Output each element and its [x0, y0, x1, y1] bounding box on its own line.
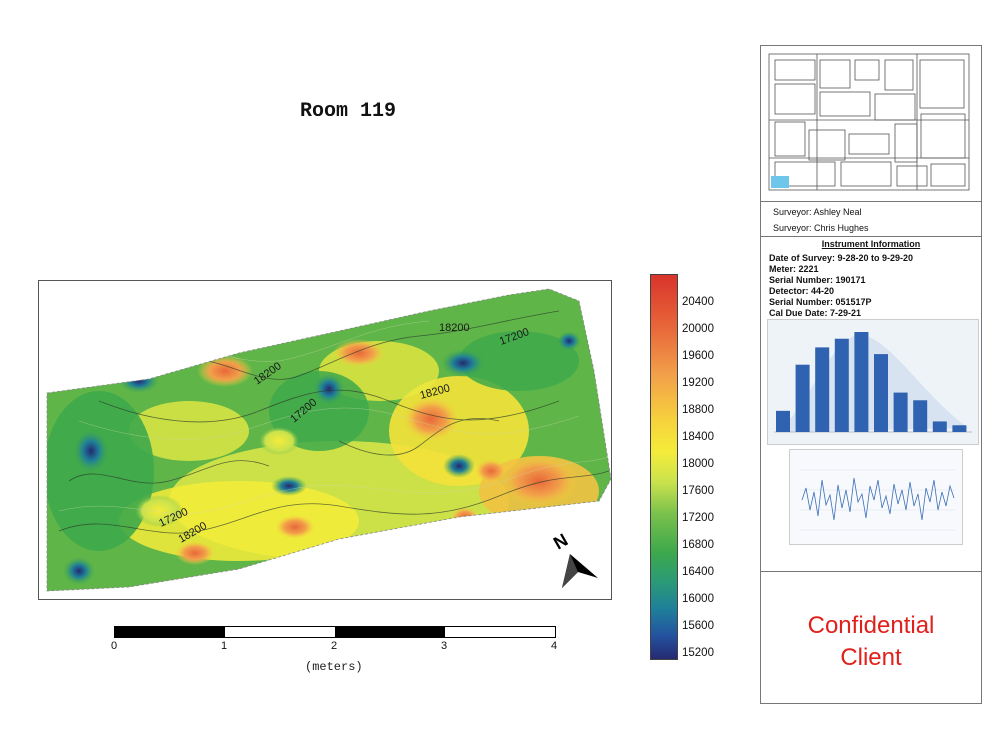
room-highlight: [771, 176, 789, 188]
survey-date: Date of Survey: 9-28-20 to 9-29-20: [769, 253, 914, 263]
north-arrow-icon: N: [550, 530, 598, 588]
histogram-bar: [795, 364, 810, 432]
surveyor-1: Surveyor: Ashley Neal: [773, 207, 862, 217]
legend-value: 16400: [682, 566, 714, 578]
scale-tick-label: 4: [551, 640, 558, 652]
color-legend-labels: 20400 20000 19600 19200 18800 18400 1800…: [682, 274, 732, 664]
instrument-heading: Instrument Information: [821, 239, 921, 249]
histogram-bar: [776, 410, 790, 432]
scale-tick-label: 2: [331, 640, 338, 652]
legend-value: 19200: [682, 377, 714, 389]
meter: Meter: 2221: [769, 264, 819, 274]
legend-value: 17600: [682, 485, 714, 497]
scale-labels: 0 1 2 3 4: [104, 640, 574, 654]
trend-svg: [800, 469, 955, 531]
legend-value: 16800: [682, 539, 714, 551]
histogram-svg: [774, 332, 972, 433]
north-label: N: [550, 530, 571, 553]
legend-value: 15600: [682, 620, 714, 632]
cal-due-date: Cal Due Date: 7-29-21: [769, 308, 862, 318]
histogram-bar: [874, 354, 888, 432]
detector-serial: Serial Number: 051517P: [769, 297, 872, 307]
page-title: Room 119: [300, 100, 397, 123]
histogram-bar: [893, 392, 908, 432]
legend-value: 18000: [682, 458, 714, 470]
histogram-bar: [854, 332, 869, 432]
histogram-bar: [815, 347, 830, 432]
survey-boundary: [46, 288, 611, 592]
surveyor-2: Surveyor: Chris Hughes: [773, 223, 869, 233]
surveyor-section: Surveyor: Ashley Neal Surveyor: Chris Hu…: [761, 202, 981, 237]
scale-tick-label: 3: [441, 640, 448, 652]
info-panel: Surveyor: Ashley Neal Surveyor: Chris Hu…: [760, 45, 982, 704]
histogram-bar: [932, 421, 947, 432]
floor-plan-section: [761, 46, 981, 202]
floor-plan-image: [768, 53, 970, 191]
trend-chart: [789, 449, 963, 545]
histogram-bar: [913, 400, 928, 432]
meter-serial: Serial Number: 190171: [769, 275, 866, 285]
legend-value: 16000: [682, 593, 714, 605]
scale-tick-label: 0: [111, 640, 118, 652]
legend-value: 18800: [682, 404, 714, 416]
legend-value: 17200: [682, 512, 714, 524]
confidential-section: Confidential Client: [761, 572, 981, 702]
contour-label: 18200: [439, 322, 470, 334]
scale-tick-label: 1: [221, 640, 228, 652]
detector: Detector: 44-20: [769, 286, 835, 296]
confidential-label: Confidential: [807, 612, 935, 639]
histogram-bar: [952, 425, 967, 432]
contour-map: 18200 17200 18200 17200 18200 17200 1820…: [38, 280, 612, 600]
legend-value: 18400: [682, 431, 714, 443]
histogram-chart: [767, 319, 979, 445]
instrument-section: Instrument Information Date of Survey: 9…: [761, 237, 981, 572]
color-legend-bar: [650, 274, 678, 660]
legend-value: 20000: [682, 323, 714, 335]
legend-value: 19600: [682, 350, 714, 362]
scale-unit: (meters): [305, 660, 363, 674]
scale-bar: [114, 626, 556, 638]
contour-map-svg: 18200 17200 18200 17200 18200 17200 1820…: [46, 288, 611, 592]
client-label: Client: [840, 644, 902, 671]
histogram-bar: [834, 338, 849, 432]
legend-value: 20400: [682, 296, 714, 308]
legend-value: 15200: [682, 647, 714, 659]
